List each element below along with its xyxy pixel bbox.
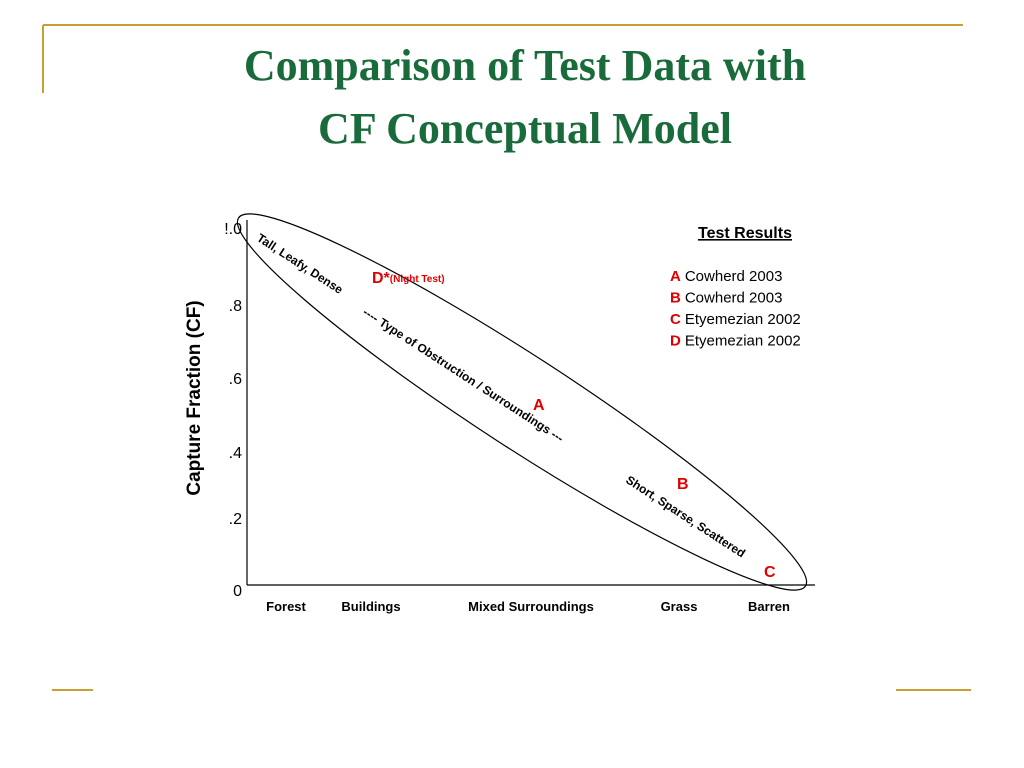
- legend-letter: B: [670, 290, 681, 307]
- point-note: (Night Test): [390, 274, 445, 285]
- y-tick-label: !.0: [224, 221, 242, 238]
- legend-letter: D: [670, 333, 681, 350]
- legend-entry: B Cowherd 2003: [670, 290, 782, 307]
- point-letter: D*: [372, 270, 391, 287]
- y-tick-label: .4: [229, 445, 242, 462]
- legend-text: Cowherd 2003: [685, 290, 783, 307]
- y-axis-title: Capture Fraction (CF): [184, 300, 205, 495]
- x-category: Forest: [266, 599, 306, 614]
- legend-text: Etyemezian 2002: [685, 311, 801, 328]
- title-line: CF Conceptual Model: [318, 104, 732, 153]
- legend-title: Test Results: [698, 225, 792, 242]
- legend-text: Cowherd 2003: [685, 268, 783, 285]
- point-label: C: [764, 564, 776, 581]
- title-line: Comparison of Test Data with: [244, 41, 806, 90]
- x-category: Barren: [748, 599, 790, 614]
- legend-entry: D Etyemezian 2002: [670, 333, 801, 350]
- trend-text: ---- Type of Obstruction / Surroundings …: [360, 305, 566, 446]
- y-tick-label: .2: [229, 511, 242, 528]
- legend-entry: C Etyemezian 2002: [670, 311, 801, 328]
- legend-letter: A: [670, 268, 681, 285]
- legend-entry: A Cowherd 2003: [670, 268, 782, 285]
- point-label: B: [677, 476, 689, 493]
- x-category: Buildings: [341, 599, 400, 614]
- point-label: A: [533, 397, 545, 414]
- y-tick-label: .6: [229, 371, 242, 388]
- y-tick-label: .8: [229, 298, 242, 315]
- y-tick-label: 0: [233, 583, 242, 600]
- trend-ellipse: [236, 213, 808, 591]
- x-category: Mixed Surroundings: [468, 599, 594, 614]
- point-label: D*(Night Test): [372, 270, 445, 287]
- legend-letter: C: [670, 311, 681, 328]
- x-category: Grass: [661, 599, 698, 614]
- legend-text: Etyemezian 2002: [685, 333, 801, 350]
